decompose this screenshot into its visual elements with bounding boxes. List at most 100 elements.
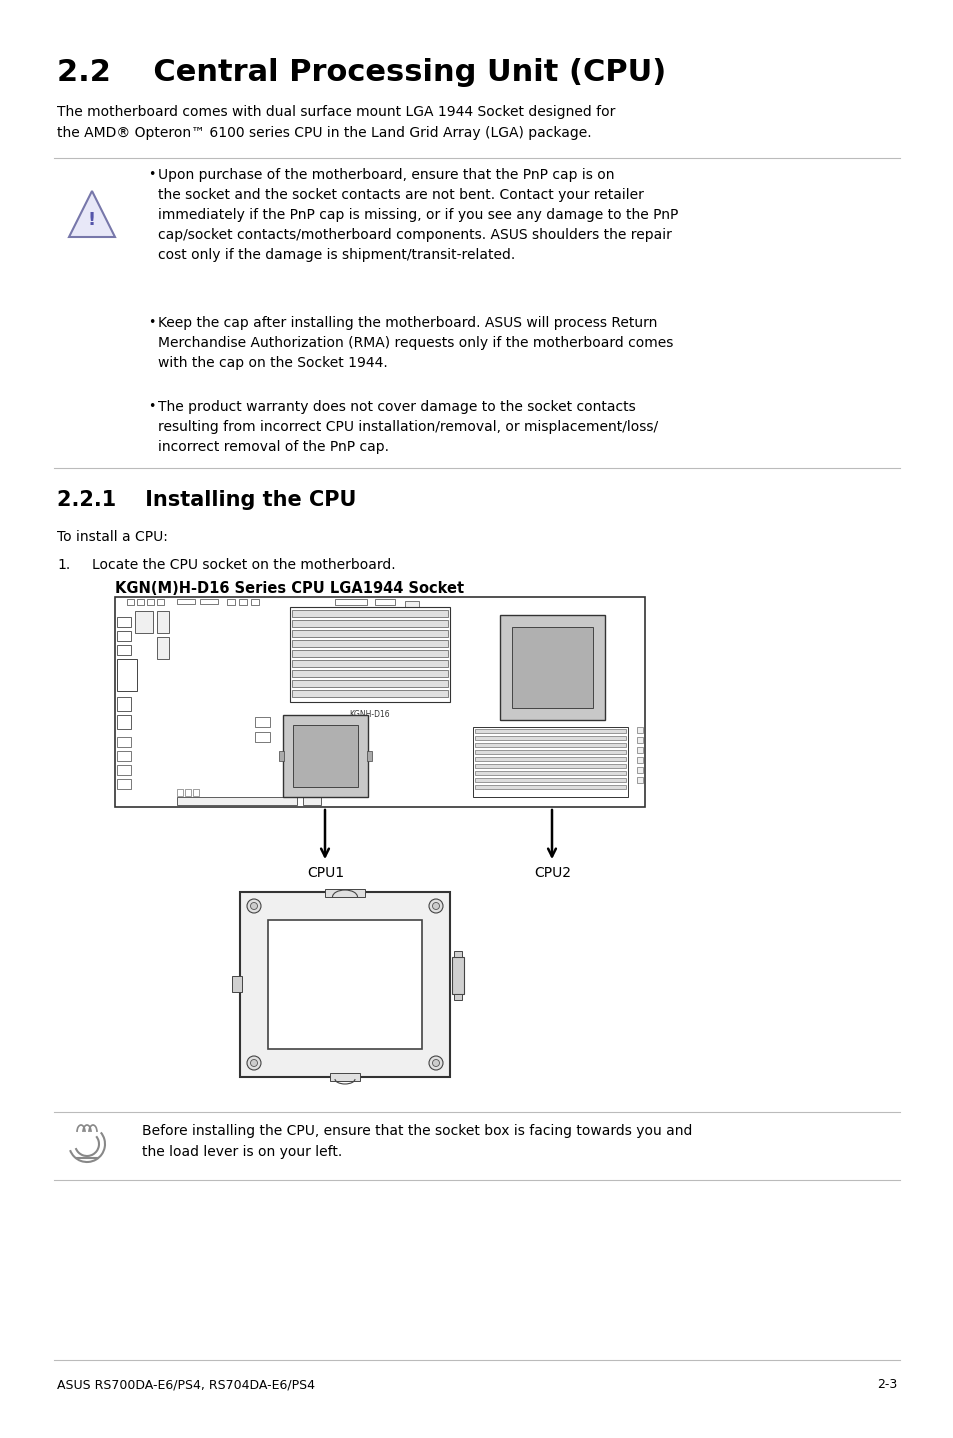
Bar (127, 600, 133, 605)
Bar (232, 976, 242, 992)
Bar (278, 751, 284, 761)
Bar (475, 756, 625, 761)
Bar (117, 631, 131, 641)
Bar (117, 646, 131, 654)
Bar (405, 601, 418, 610)
Bar (227, 600, 234, 605)
Bar (475, 785, 625, 789)
Text: 2.2.1    Installing the CPU: 2.2.1 Installing the CPU (57, 490, 356, 510)
Bar (251, 600, 258, 605)
Bar (239, 600, 247, 605)
Bar (290, 607, 450, 702)
Bar (200, 600, 218, 604)
Text: KGNH-D16: KGNH-D16 (350, 710, 390, 719)
Bar (117, 765, 131, 775)
Text: !: ! (88, 211, 96, 229)
Circle shape (251, 903, 257, 909)
Bar (473, 728, 627, 797)
Bar (117, 738, 131, 746)
Bar (115, 597, 644, 807)
Bar (475, 764, 625, 768)
Text: The product warranty does not cover damage to the socket contacts
resulting from: The product warranty does not cover dama… (158, 400, 658, 454)
Circle shape (432, 1060, 439, 1067)
Bar (254, 732, 270, 742)
Bar (499, 615, 604, 720)
Bar (335, 600, 367, 605)
Bar (117, 617, 131, 627)
Bar (637, 766, 642, 774)
Bar (637, 746, 642, 754)
Bar (452, 956, 463, 994)
Circle shape (251, 1060, 257, 1067)
Bar (475, 743, 625, 746)
Text: CPU2: CPU2 (534, 866, 571, 880)
Bar (637, 756, 642, 764)
Text: Upon purchase of the motherboard, ensure that the PnP cap is on
the socket and t: Upon purchase of the motherboard, ensure… (158, 168, 678, 262)
Circle shape (247, 1055, 261, 1070)
Bar (475, 778, 625, 782)
Text: •: • (148, 168, 155, 181)
Bar (177, 789, 183, 797)
Bar (512, 627, 593, 707)
Circle shape (247, 899, 261, 913)
Text: 1.: 1. (57, 558, 71, 572)
Bar (293, 725, 357, 787)
Text: Before installing the CPU, ensure that the socket box is facing towards you and
: Before installing the CPU, ensure that t… (142, 1125, 692, 1159)
Bar (325, 889, 365, 897)
Bar (475, 751, 625, 754)
Text: Locate the CPU socket on the motherboard.: Locate the CPU socket on the motherboard… (91, 558, 395, 572)
Bar (637, 728, 642, 733)
Bar (637, 777, 642, 784)
Bar (135, 611, 152, 633)
Bar (268, 920, 421, 1048)
Text: Keep the cap after installing the motherboard. ASUS will process Return
Merchand: Keep the cap after installing the mother… (158, 316, 673, 370)
Bar (157, 611, 169, 633)
Bar (292, 610, 448, 617)
Bar (292, 690, 448, 697)
Bar (177, 797, 296, 805)
Bar (292, 660, 448, 667)
Bar (240, 892, 450, 1077)
Text: ASUS RS700DA-E6/PS4, RS704DA-E6/PS4: ASUS RS700DA-E6/PS4, RS704DA-E6/PS4 (57, 1378, 314, 1391)
Bar (475, 729, 625, 733)
Text: To install a CPU:: To install a CPU: (57, 531, 168, 544)
Bar (375, 600, 395, 605)
Circle shape (429, 899, 442, 913)
Bar (367, 751, 372, 761)
Bar (147, 600, 153, 605)
Bar (330, 1073, 359, 1081)
Bar (185, 789, 191, 797)
Bar (283, 715, 368, 797)
Bar (454, 994, 461, 999)
Bar (177, 600, 194, 604)
Bar (117, 659, 137, 692)
Bar (117, 715, 131, 729)
Text: 2-3: 2-3 (876, 1378, 896, 1391)
Bar (254, 718, 270, 728)
Bar (475, 736, 625, 741)
Bar (454, 951, 461, 956)
Text: •: • (148, 400, 155, 413)
Bar (292, 640, 448, 647)
Bar (303, 797, 320, 805)
Bar (117, 779, 131, 789)
Bar (157, 637, 169, 659)
Text: CPU1: CPU1 (307, 866, 344, 880)
Text: KGN(M)H-D16 Series CPU LGA1944 Socket: KGN(M)H-D16 Series CPU LGA1944 Socket (115, 581, 464, 595)
Bar (292, 670, 448, 677)
Text: •: • (148, 316, 155, 329)
Text: The motherboard comes with dual surface mount LGA 1944 Socket designed for
the A: The motherboard comes with dual surface … (57, 105, 615, 139)
Bar (117, 751, 131, 761)
Bar (292, 630, 448, 637)
Bar (193, 789, 199, 797)
Bar (475, 771, 625, 775)
Polygon shape (69, 191, 115, 237)
Circle shape (429, 1055, 442, 1070)
Bar (292, 620, 448, 627)
Text: 2.2    Central Processing Unit (CPU): 2.2 Central Processing Unit (CPU) (57, 58, 665, 88)
Circle shape (432, 903, 439, 909)
Bar (117, 697, 131, 710)
Bar (292, 650, 448, 657)
Bar (137, 600, 144, 605)
Bar (637, 738, 642, 743)
